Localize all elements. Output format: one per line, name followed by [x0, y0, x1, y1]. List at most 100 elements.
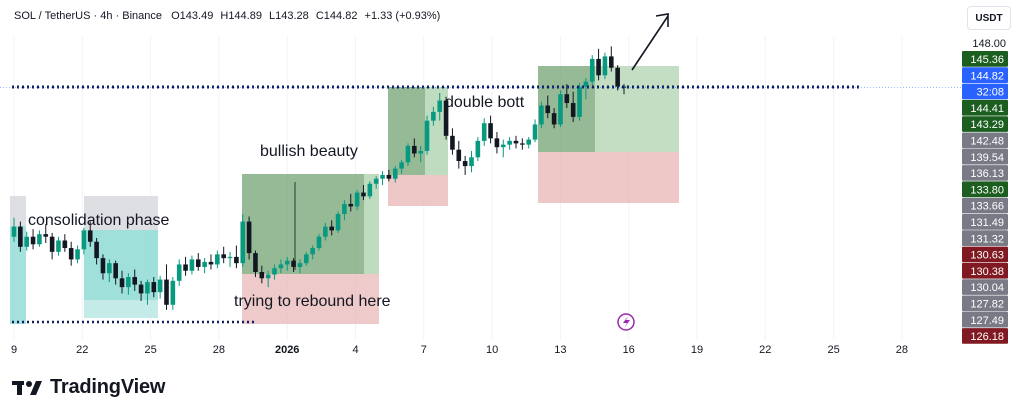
- candle-body: [18, 226, 23, 247]
- candle-body: [539, 105, 544, 125]
- candle-body: [240, 221, 246, 264]
- brand-logo: TradingView: [12, 376, 165, 399]
- candle-body: [234, 256, 239, 264]
- time-tick-label: 7: [421, 344, 427, 356]
- price-tag-label: 139.54: [970, 152, 1004, 164]
- candle-body: [202, 261, 207, 267]
- candle-body: [37, 234, 42, 245]
- time-tick-label: 25: [827, 344, 839, 356]
- candle-body: [215, 254, 220, 265]
- candle-body: [68, 248, 74, 260]
- price-tag-label: 130.38: [970, 266, 1004, 278]
- candle-body: [119, 278, 125, 288]
- candle-body: [195, 259, 201, 267]
- price-axis[interactable]: 148.00 145.36 144.82 32:08 144.41 143.29 142.4…: [962, 38, 1008, 344]
- candles: [11, 46, 627, 310]
- candle-body: [107, 263, 112, 274]
- candle-body: [49, 236, 55, 252]
- candle-body: [500, 144, 506, 148]
- price-tag-label: 130.04: [970, 282, 1004, 294]
- time-axis[interactable]: 9 22 25 28 2026 4 7 10 13 16 19 22 25 28: [11, 344, 908, 356]
- time-tick-label: 28: [896, 344, 908, 356]
- candle-body: [462, 161, 468, 167]
- price-tag-label: 136.13: [970, 168, 1004, 180]
- price-tag-label: 144.41: [970, 103, 1004, 115]
- zone-left-grey: [10, 196, 26, 226]
- candle-body: [412, 145, 417, 154]
- candle-body: [94, 241, 99, 259]
- candle-body: [437, 100, 443, 112]
- candle-body: [297, 263, 303, 267]
- zone-double-light: [425, 87, 448, 175]
- price-tag: [962, 230, 1008, 246]
- symbol-header[interactable]: SOL / TetherUS · 4h · Binance O143.49 H1…: [14, 10, 440, 22]
- candle-body: [132, 277, 138, 285]
- candle-body: [157, 279, 163, 293]
- candle-body: [183, 264, 188, 271]
- candle-body: [520, 143, 525, 145]
- candle-body: [253, 253, 258, 272]
- zone-recent-red: [538, 152, 679, 203]
- trend-arrow: [631, 13, 669, 71]
- price-tag-label: 127.82: [970, 299, 1004, 311]
- zone-bullish-light: [364, 174, 379, 274]
- candle-body: [494, 138, 500, 148]
- candle-body: [545, 105, 551, 114]
- candle-body: [469, 157, 474, 167]
- candle-body: [551, 113, 557, 125]
- price-tag-label: 32:08: [976, 87, 1004, 99]
- candle-body: [145, 282, 150, 294]
- price-tag: [962, 132, 1008, 149]
- candle-body: [399, 162, 404, 169]
- time-tick-label: 9: [11, 344, 17, 356]
- candle-body: [87, 230, 93, 242]
- candle-body: [56, 240, 61, 252]
- zone-rebound-red: [242, 274, 379, 324]
- candle-body: [265, 274, 271, 279]
- symbol-name[interactable]: SOL / TetherUS: [14, 10, 91, 22]
- interval-label[interactable]: 4h: [100, 10, 113, 22]
- annotation-zones: [10, 66, 679, 324]
- candle-body: [208, 261, 214, 265]
- candle-body: [361, 192, 366, 197]
- candle-body: [329, 226, 335, 231]
- price-tag: [962, 99, 1008, 116]
- time-tick-label: 4: [352, 344, 358, 356]
- price-tag: [962, 181, 1008, 198]
- candle-body: [558, 94, 563, 125]
- separator-dot: ·: [93, 10, 101, 22]
- candle-body: [431, 111, 436, 121]
- candle-body: [62, 240, 68, 249]
- time-tick-label: 16: [623, 344, 635, 356]
- candle-body: [189, 259, 195, 271]
- candle-body: [583, 81, 589, 87]
- candle-body: [386, 174, 392, 179]
- candle-body: [526, 139, 531, 145]
- ohlc-low: L143.28: [269, 10, 309, 22]
- candle-body: [176, 264, 182, 281]
- candle-body: [170, 280, 176, 305]
- price-change: +1.33 (+0.93%): [364, 10, 441, 22]
- event-icon[interactable]: [617, 313, 635, 331]
- price-tag-label: 131.49: [970, 217, 1004, 229]
- candle-body: [303, 254, 309, 264]
- candle-body: [30, 236, 36, 245]
- ohlc-close: C144.82: [315, 10, 358, 22]
- candle-body: [310, 248, 315, 255]
- candle-body: [316, 236, 322, 249]
- zone-double-red: [388, 175, 448, 206]
- candle-body: [367, 183, 373, 197]
- price-tag: [962, 67, 1008, 83]
- time-tick-label: 19: [691, 344, 703, 356]
- separator-dot: ·: [115, 10, 123, 22]
- time-tick-label: 10: [486, 344, 498, 356]
- price-tag: [962, 165, 1008, 181]
- price-tag-label: 145.36: [970, 54, 1004, 66]
- price-tag-label: 133.80: [970, 184, 1004, 196]
- candle-body: [577, 86, 582, 117]
- candle-body: [284, 260, 290, 265]
- candle-body: [424, 120, 430, 151]
- tradingview-logo-icon: [12, 380, 42, 395]
- currency-button[interactable]: USDT: [967, 6, 1011, 30]
